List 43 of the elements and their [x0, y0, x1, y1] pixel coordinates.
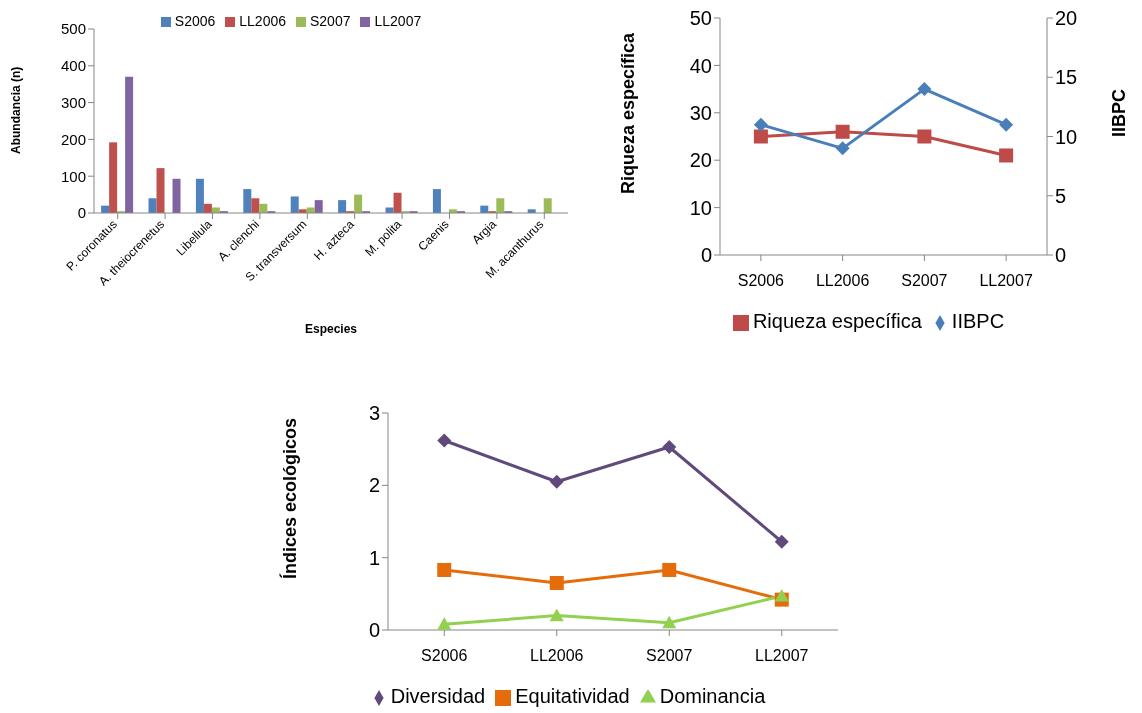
y-tick-label: 3: [368, 402, 380, 425]
y-axis-title: Índices ecológicos: [278, 416, 301, 581]
y-axis-title: Riqueza específica: [616, 31, 639, 196]
legend-label: Riqueza específica: [752, 310, 922, 332]
x-axis-title: Especies: [304, 322, 358, 336]
y-tick-label: 100: [60, 167, 86, 185]
y-tick-label: 0: [77, 204, 86, 222]
x-tick-label: LL2007: [979, 272, 1033, 290]
x-tick-label: S2007: [646, 647, 693, 665]
y2-tick-label: 5: [1055, 184, 1067, 207]
x-tick-label: S2007: [901, 272, 948, 290]
y2-axis-title: IIBPC: [1107, 88, 1130, 139]
y-tick-label: 30: [689, 101, 712, 124]
x-tick-label: LL2007: [755, 647, 809, 665]
y-tick-label: 50: [689, 7, 712, 30]
y-tick-label: 2: [368, 474, 380, 497]
y-tick-label: 200: [60, 130, 86, 148]
x-tick-label: LL2006: [815, 272, 870, 290]
legend-label: S2007: [310, 13, 351, 29]
y-tick-label: 500: [60, 20, 86, 38]
x-tick-label: S2006: [421, 647, 468, 665]
legend-label: Equitatividad: [515, 685, 630, 707]
y2-tick-label: 20: [1055, 7, 1078, 30]
legend-label: S2006: [174, 13, 216, 29]
legend-label: Dominancia: [659, 685, 766, 707]
legend-label: LL2007: [374, 13, 422, 29]
y-tick-label: 10: [689, 196, 712, 219]
legend-label: IIBPC: [951, 310, 1005, 332]
y2-tick-label: 15: [1055, 66, 1078, 89]
y-tick-label: 400: [60, 57, 86, 75]
y-tick-label: 40: [689, 54, 712, 77]
y2-tick-label: 0: [1055, 244, 1067, 267]
legend-label: LL2006: [239, 13, 286, 29]
x-tick-label: S2006: [737, 272, 785, 290]
y-tick-label: 0: [700, 244, 712, 267]
y-tick-label: 1: [368, 546, 380, 569]
legend-label: Diversidad: [390, 685, 486, 707]
y2-tick-label: 10: [1055, 125, 1078, 148]
y-tick-label: 300: [60, 93, 86, 111]
y-axis-title: Abundancia (n): [8, 65, 24, 157]
y-tick-label: 0: [368, 619, 380, 642]
y-tick-label: 20: [689, 149, 712, 172]
x-tick-label: LL2006: [530, 647, 584, 665]
